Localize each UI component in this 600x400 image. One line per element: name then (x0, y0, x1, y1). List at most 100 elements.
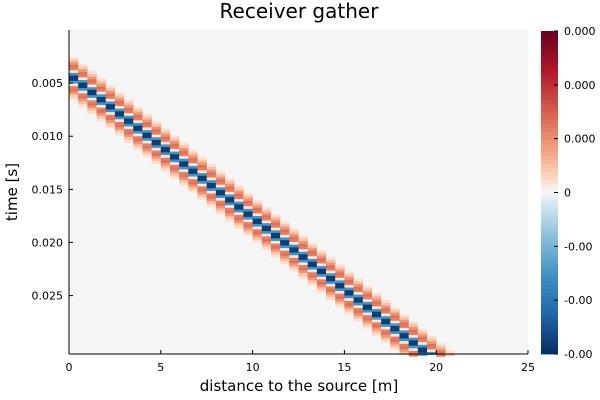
heatmap-cell (399, 319, 409, 323)
heatmap-cell (344, 274, 354, 278)
heatmap-cell (133, 125, 143, 129)
heatmap-cell (133, 120, 143, 124)
heatmap-cell (225, 210, 235, 214)
heatmap-cell (169, 138, 180, 142)
heatmap-cell (87, 79, 97, 83)
colorbar-segment (541, 59, 558, 64)
heatmap-cell (390, 323, 400, 327)
heatmap-cell (362, 301, 373, 305)
heatmap-cell (206, 169, 217, 173)
heatmap-cell (124, 123, 134, 127)
heatmap-cell (124, 134, 134, 138)
heatmap-cell (243, 224, 253, 228)
heatmap-cell (390, 336, 400, 340)
y-axis-ticks: 0.005 0.010 0.015 0.020 0.025 (32, 77, 73, 303)
heatmap-cell (243, 227, 253, 231)
heatmap-cell (114, 124, 125, 128)
heatmap-cell (124, 129, 134, 133)
heatmap-cell (114, 95, 125, 99)
heatmap-cell (261, 217, 272, 221)
heatmap-cell (78, 74, 88, 78)
heatmap-cell (252, 213, 263, 217)
colorbar-segment (541, 313, 558, 319)
heatmap-cell (344, 279, 354, 283)
heatmap-cell (390, 315, 400, 319)
colorbar-segment (541, 196, 558, 201)
heatmap-cell (289, 257, 299, 261)
heatmap-cell (215, 174, 226, 178)
heatmap-cell (243, 230, 253, 234)
heatmap-cell (105, 90, 116, 94)
colorbar-segment (541, 244, 558, 250)
heatmap-cell (353, 292, 364, 296)
heatmap-cell (390, 310, 400, 314)
heatmap-cell (381, 316, 391, 320)
heatmap-cell (234, 188, 244, 192)
y-tick-label: 0.005 (32, 77, 64, 90)
colorbar-segment (541, 140, 558, 145)
heatmap-cell (124, 105, 134, 109)
colorbar-segment (541, 127, 558, 133)
heatmap-cell (371, 314, 382, 318)
heatmap-cell (197, 167, 207, 171)
heatmap-cell (87, 103, 97, 107)
heatmap-cell (215, 182, 226, 186)
heatmap-cell (316, 290, 327, 293)
heatmap-cell (298, 275, 308, 279)
heatmap-cell (124, 102, 134, 106)
heatmap-cell (206, 193, 217, 197)
heatmap-cell (335, 280, 345, 284)
heatmap-cell (362, 312, 373, 316)
heatmap-cell (353, 318, 364, 322)
heatmap-cell (390, 341, 400, 345)
heatmap-cell (206, 177, 217, 181)
heatmap-cell (280, 258, 290, 262)
heatmap-cell (215, 205, 226, 209)
heatmap-cell (78, 101, 88, 105)
colorbar-segment (541, 305, 558, 310)
heatmap-cell (280, 261, 290, 265)
heatmap-cell (335, 272, 345, 276)
heatmap-cell (215, 211, 226, 215)
heatmap-cell (427, 346, 437, 350)
heatmap-cell (151, 129, 162, 133)
heatmap-cell (353, 294, 364, 298)
heatmap-cell (316, 271, 327, 275)
heatmap-cell (142, 135, 152, 139)
y-axis-title: time [s] (3, 163, 21, 221)
colorbar-segment (541, 83, 558, 88)
colorbar-tick-label: 0.000 (564, 25, 596, 38)
heatmap-cell (197, 183, 207, 187)
colorbar-segment (541, 95, 558, 101)
heatmap-cell (206, 188, 217, 192)
heatmap-cell (133, 141, 143, 145)
heatmap-cell (445, 350, 455, 354)
heatmap-cell (160, 139, 171, 143)
heatmap-cell (408, 332, 419, 336)
heatmap-cell (417, 350, 428, 354)
heatmap-cell (270, 240, 281, 244)
heatmap-cell (69, 56, 79, 60)
heatmap-cell (252, 202, 263, 206)
heatmap-cell (179, 177, 189, 181)
heatmap-cell (307, 264, 318, 268)
colorbar-segment (541, 281, 558, 286)
heatmap-cell (252, 208, 263, 212)
heatmap-cell (436, 348, 446, 352)
heatmap-cell (280, 245, 290, 249)
x-tick-label: 10 (246, 361, 260, 374)
heatmap-cell (225, 213, 235, 217)
heatmap-cell (280, 232, 290, 236)
heatmap-cell (298, 235, 308, 239)
heatmap-cell (215, 190, 226, 193)
heatmap-cell (225, 186, 235, 190)
heatmap-cell (399, 327, 409, 331)
heatmap-cell (316, 266, 327, 270)
heatmap-cell (225, 181, 235, 185)
heatmap-cell (160, 163, 171, 166)
heatmap-cell (179, 180, 189, 183)
heatmap-cell (371, 303, 382, 307)
heatmap-cell (335, 299, 345, 302)
heatmap-cell (78, 77, 88, 81)
heatmap-cell (427, 338, 437, 342)
